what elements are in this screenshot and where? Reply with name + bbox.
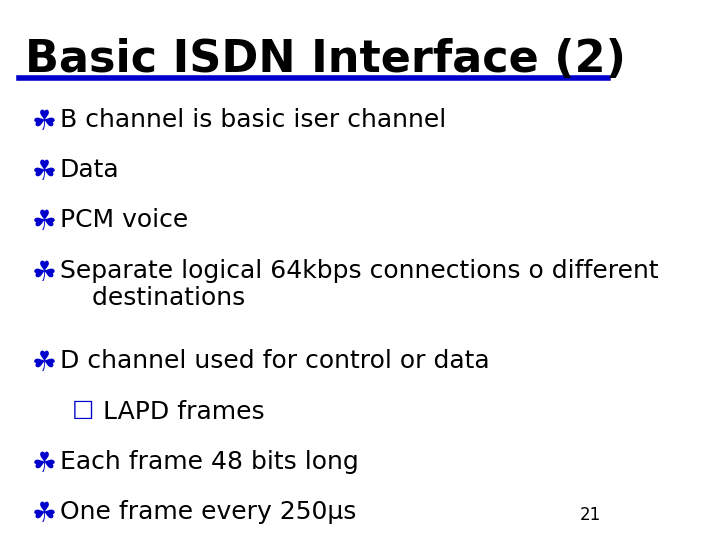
Text: D channel used for control or data: D channel used for control or data xyxy=(60,349,489,373)
Text: ☘: ☘ xyxy=(31,259,56,287)
Text: LAPD frames: LAPD frames xyxy=(104,400,265,423)
Text: Basic ISDN Interface (2): Basic ISDN Interface (2) xyxy=(25,38,626,81)
Text: ☘: ☘ xyxy=(31,450,56,478)
Text: ☘: ☘ xyxy=(31,108,56,136)
Text: B channel is basic iser channel: B channel is basic iser channel xyxy=(60,108,446,132)
Text: ☘: ☘ xyxy=(31,500,56,528)
Text: Each frame 48 bits long: Each frame 48 bits long xyxy=(60,450,359,474)
Text: 21: 21 xyxy=(580,506,601,524)
Text: ☘: ☘ xyxy=(31,208,56,237)
Text: Data: Data xyxy=(60,158,119,182)
Text: ☘: ☘ xyxy=(31,158,56,186)
Text: ☘: ☘ xyxy=(31,349,56,377)
Text: Separate logical 64kbps connections o different
    destinations: Separate logical 64kbps connections o di… xyxy=(60,259,658,310)
Text: One frame every 250μs: One frame every 250μs xyxy=(60,500,356,524)
Text: ☐: ☐ xyxy=(72,400,94,423)
Text: PCM voice: PCM voice xyxy=(60,208,188,232)
